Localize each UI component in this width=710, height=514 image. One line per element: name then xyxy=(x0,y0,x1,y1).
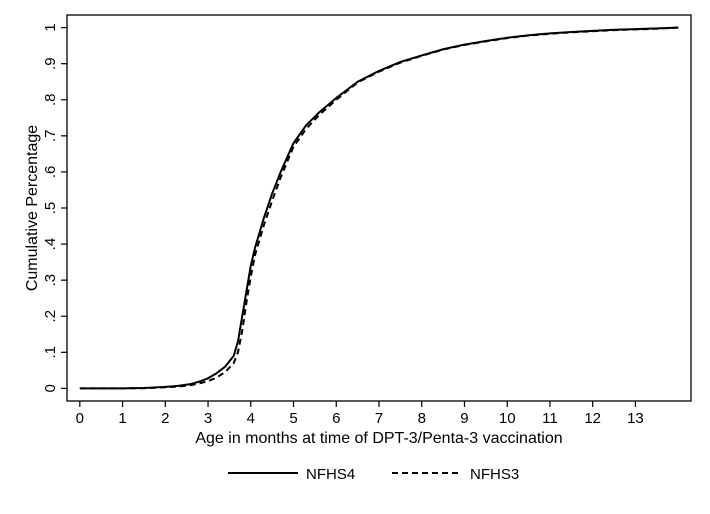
y-tick-label: .8 xyxy=(42,94,59,107)
x-tick-label: 13 xyxy=(627,410,644,427)
x-tick-label: 8 xyxy=(418,410,426,427)
series-line-nfhs4 xyxy=(79,26,679,390)
x-tick-label: 5 xyxy=(289,410,297,427)
y-axis: 0 .1 .2 .3 .4 .5 .6 .7 .8 .9 1 xyxy=(42,23,67,393)
x-tick-label: 10 xyxy=(499,410,516,427)
y-tick-label: .2 xyxy=(42,310,59,323)
y-tick-label: .3 xyxy=(42,274,59,287)
plot-frame xyxy=(66,14,692,402)
x-tick-label: 11 xyxy=(542,410,558,427)
y-tick-label: .1 xyxy=(42,346,59,359)
legend-label-nfhs4: NFHS4 xyxy=(306,466,355,483)
x-tick-label: 6 xyxy=(332,410,340,427)
x-tick-label: 2 xyxy=(161,410,169,427)
y-axis-title: Cumulative Percentage xyxy=(24,125,41,291)
x-axis-title: Age in months at time of DPT-3/Penta-3 v… xyxy=(195,430,562,447)
x-axis: 0 1 2 3 4 5 6 7 8 9 10 11 12 13 xyxy=(76,401,644,427)
x-tick-label: 7 xyxy=(375,410,383,427)
y-tick-label: 1 xyxy=(42,23,59,31)
legend: NFHS4 NFHS3 xyxy=(228,466,519,483)
y-tick-label: .5 xyxy=(42,202,59,215)
x-tick-label: 12 xyxy=(584,410,601,427)
x-tick-label: 4 xyxy=(247,410,255,427)
y-tick-label: 0 xyxy=(42,384,59,392)
y-tick-label: .9 xyxy=(42,57,59,70)
y-tick-label: .7 xyxy=(42,130,59,143)
x-tick-label: 3 xyxy=(204,410,212,427)
y-tick-label: .6 xyxy=(42,166,59,179)
series-line-nfhs3 xyxy=(79,26,679,390)
series-group xyxy=(79,26,679,390)
x-tick-label: 1 xyxy=(118,410,126,427)
y-tick-label: .4 xyxy=(42,238,59,251)
x-tick-label: 0 xyxy=(76,410,84,427)
x-tick-label: 9 xyxy=(460,410,468,427)
legend-label-nfhs3: NFHS3 xyxy=(470,466,519,483)
